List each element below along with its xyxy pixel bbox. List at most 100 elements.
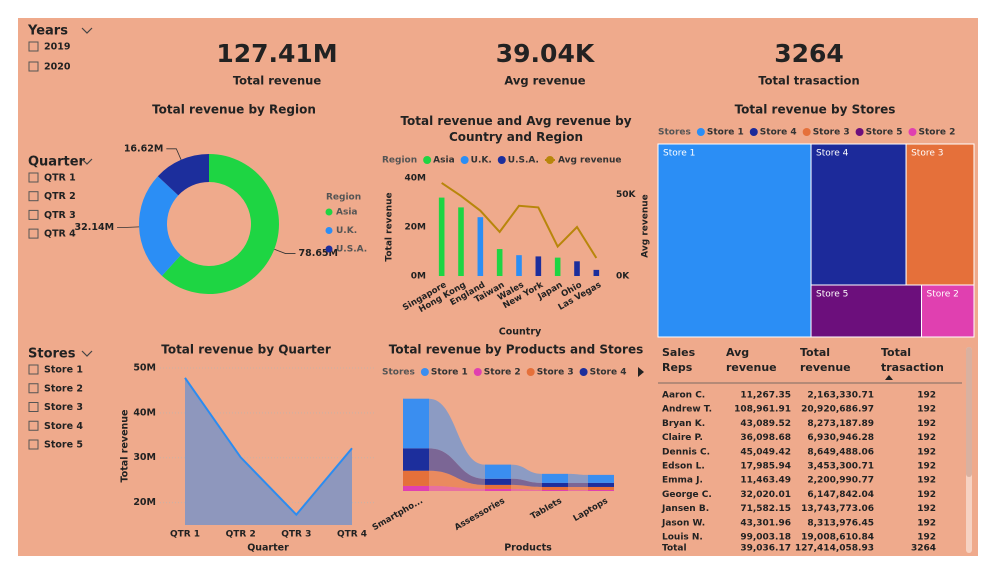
table-cell: Dennis C. [662,447,710,457]
table-cell: 192 [917,391,936,401]
checkbox[interactable] [28,420,39,431]
column-header: Total trasaction [881,346,943,374]
legend-label: Store 2 [484,368,521,378]
card-value: 3264 [774,39,844,68]
ribbon [568,482,588,487]
legend-title: Region [382,156,417,166]
donut-slice [138,176,181,276]
legend-marker [526,368,535,376]
card-value: 127.41M [216,39,337,68]
bar-segment [542,486,568,490]
line-series [441,182,598,259]
legend-label: Store 1 [707,128,744,138]
treemap-tile[interactable] [905,143,975,286]
checkbox[interactable] [28,209,39,220]
treemap-tile[interactable] [657,143,812,338]
legend-label: U.S.A. [336,245,367,255]
legend-label: Store 4 [760,128,797,138]
slicer-option: QTR 1 [44,173,76,184]
card-value: 39.04K [496,39,596,68]
table-cell: 127,414,058.93 [795,544,874,554]
slicer-option: Store 4 [44,421,83,432]
y-tick-label: 30M [133,452,156,463]
legend-label: Store 3 [813,128,850,138]
bar-segment [588,486,614,490]
bar [477,217,484,276]
bar-segment [542,482,568,487]
bar [496,249,503,276]
ribbon [429,398,485,479]
legend-marker [802,128,811,136]
column-header: Sales Reps [662,346,696,374]
legend-marker [497,156,506,164]
checkbox[interactable] [28,439,39,450]
x-axis-title: Country [499,327,542,338]
table-cell: 19,008,610.84 [801,533,874,543]
checkbox[interactable] [28,172,39,183]
bar-segment [403,485,429,491]
table-cell: 36,098.68 [740,433,791,443]
legend-marker [423,156,432,164]
table-cell: 192 [917,447,936,457]
bar-segment [588,474,614,483]
slicer-chevron[interactable] [81,350,93,357]
tile-label: Store 4 [816,149,849,159]
ribbon [511,478,542,487]
sort-arrow[interactable] [885,375,893,380]
scrollbar-thumb[interactable] [966,347,972,477]
data-label: 32.14M [75,222,115,233]
legend-marker [473,368,482,376]
table-cell: 45,049.42 [740,447,791,457]
bar-segment [485,488,511,491]
column-header-box: Total trasaction [881,346,943,374]
checkbox[interactable] [28,228,39,239]
checkbox[interactable] [28,364,39,375]
legend-marker [545,156,554,164]
checkbox[interactable] [28,61,39,72]
y-tick-label: 0M [411,272,426,282]
checkbox[interactable] [28,402,39,412]
checkbox[interactable] [28,41,39,52]
legend-marker [325,245,333,253]
slicer-option: Store 1 [44,365,83,376]
table-cell: 2,200,990.77 [807,476,874,486]
bar-segment [542,489,568,491]
slicer-chevron[interactable] [81,158,93,165]
y-tick-label: 40M [133,407,156,418]
table-cell: 2,163,330.71 [807,391,874,401]
treemap-tile[interactable] [810,143,907,286]
x-axis-title: Products [504,543,552,554]
table-cell: 192 [917,405,936,415]
table-cell: 6,930,946.28 [807,433,874,443]
ribbon [429,470,485,489]
chart-title: Total revenue by Region [152,103,316,117]
donut-slice [161,154,279,294]
table-cell: 71,582.15 [740,504,791,514]
bar-segment [485,464,511,479]
legend-marker [325,227,333,234]
table-cell: Aaron C. [662,391,705,401]
checkbox[interactable] [28,191,39,202]
ribbon [511,488,542,491]
slicer-chevron[interactable] [81,27,93,34]
table-cell: 43,301.96 [740,518,791,528]
treemap-tile[interactable] [810,284,923,338]
table-cell: 13,743,773.06 [801,504,874,514]
chart-title: Total revenue by Stores [735,103,896,117]
x-tick-label: QTR 1 [170,530,200,540]
table-cell: Total [662,544,687,554]
table-cell: 3,453,300.71 [807,462,874,472]
legend-title: Stores [658,128,691,138]
legend-marker [325,208,333,216]
table-cell: 192 [917,462,936,472]
bar-segment [485,478,511,485]
bar [554,257,561,276]
legend-marker [855,128,864,136]
column-header-box: Sales Reps [662,346,696,374]
legend-label: Store 4 [590,368,627,378]
checkbox[interactable] [28,383,39,394]
y-axis-title: Total revenue [385,192,395,261]
treemap-tile[interactable] [921,284,975,338]
legend-scroll-arrow[interactable] [638,367,644,377]
